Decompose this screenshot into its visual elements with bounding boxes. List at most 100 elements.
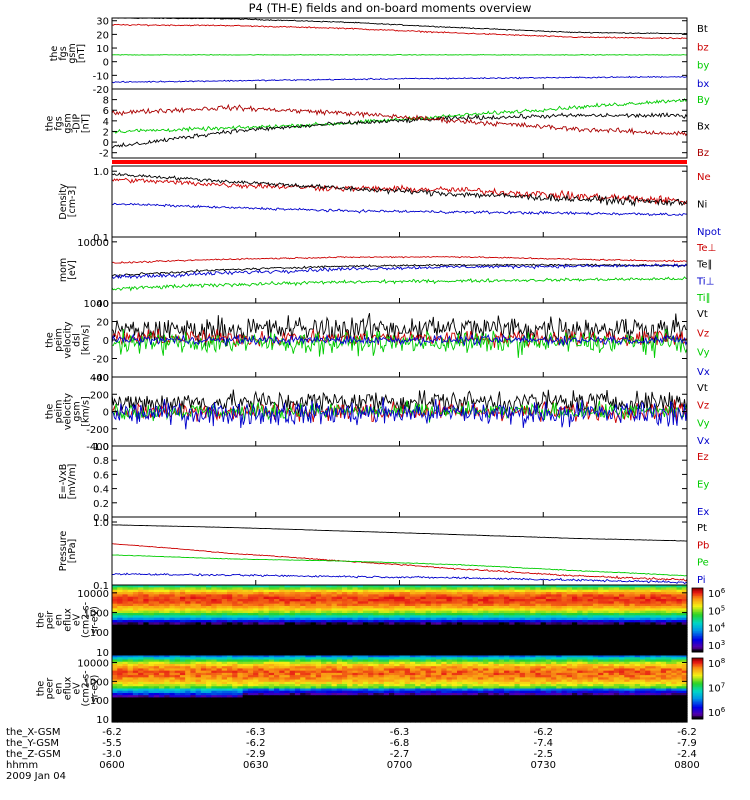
spectrogram-cell (237, 631, 244, 635)
spectrogram-cell (519, 585, 526, 588)
spectrogram-cell (436, 638, 442, 642)
spectrogram-cell (211, 681, 218, 685)
spectrogram-cell (284, 601, 291, 605)
spectrogram-cell (263, 608, 270, 612)
colorbar-swatch (692, 632, 703, 635)
spectrogram-cell (326, 695, 333, 699)
spectrogram-cell (310, 610, 317, 614)
spectrogram-cell (592, 613, 599, 616)
spectrogram-cell (671, 601, 678, 605)
spectrogram-cell (174, 699, 181, 703)
spectrogram-cell (132, 641, 139, 644)
colorbar-swatch (692, 621, 703, 624)
spectrogram-cell (179, 695, 186, 699)
spectrogram-cell (305, 686, 312, 690)
spectrogram-cell (179, 594, 186, 598)
spectrogram-cell (451, 608, 458, 612)
spectrogram-cell (566, 641, 573, 644)
spectrogram-cell (227, 715, 233, 719)
spectrogram-cell (174, 679, 181, 683)
spectrogram-cell (169, 613, 176, 616)
legend-Te∥: Te∥ (696, 260, 713, 271)
legend-Ex: Ex (697, 507, 709, 518)
spectrogram-cell (294, 613, 301, 616)
spectrogram-cell (446, 631, 453, 635)
spectrogram-cell (493, 606, 500, 609)
spectrogram-cell (373, 587, 380, 591)
y-axis-label: sr-eV) (90, 606, 101, 634)
spectrogram-cell (519, 606, 526, 609)
spectrogram-cell (420, 629, 427, 633)
spectrogram-cell (399, 615, 406, 619)
spectrogram-cell (524, 596, 531, 600)
spectrogram-cell (519, 638, 526, 642)
spectrogram-cell (666, 622, 672, 626)
spectrogram-cell (373, 617, 380, 621)
spectrogram-cell (164, 634, 171, 637)
spectrogram-cell (592, 645, 599, 649)
spectrogram-cell (310, 681, 317, 685)
spectrogram-cell (216, 596, 223, 600)
spectrogram-cell (613, 624, 620, 628)
spectrogram-cell (545, 596, 552, 600)
spectrogram-cell (195, 615, 202, 619)
spectrogram-cell (650, 606, 657, 609)
spectrogram-cell (315, 606, 322, 609)
spectrogram-cell (221, 594, 228, 598)
spectrogram-cell (425, 627, 432, 630)
spectrogram-cell (268, 622, 275, 626)
spectrogram-cell (394, 631, 401, 635)
spectrogram-cell (284, 659, 291, 663)
spectrogram-cell (321, 717, 327, 721)
spectrogram-cell (148, 659, 155, 663)
spectrogram-cell (530, 608, 537, 612)
spectrogram-cell (545, 627, 552, 630)
spectrogram-cell (441, 615, 448, 619)
spectrogram-cell (289, 599, 296, 602)
spectrogram-cell (169, 601, 176, 605)
spectrogram-cell (592, 624, 599, 628)
spectrogram-cell (420, 608, 427, 612)
spectrogram-cell (232, 677, 239, 681)
spectrogram-cell (164, 599, 171, 602)
spectrogram-cell (195, 585, 202, 588)
spectrogram-cell (451, 596, 458, 600)
spectrogram-cell (603, 613, 610, 616)
spectrogram-cell (300, 686, 307, 690)
spectrogram-cell (430, 594, 437, 598)
spectrogram-cell (436, 634, 442, 637)
legend-Ne: Ne (697, 172, 711, 183)
spectrogram-cell (509, 615, 516, 619)
spectrogram-cell (326, 661, 333, 665)
spectrogram-cell (556, 620, 563, 623)
spectrogram-cell (132, 670, 139, 674)
spectrogram-cell (169, 606, 176, 609)
spectrogram-cell (274, 704, 280, 707)
spectrogram-cell (331, 636, 338, 640)
spectrogram-cell (247, 643, 254, 647)
spectrogram-cell (148, 697, 155, 701)
spectrogram-cell (242, 638, 249, 642)
spectrogram-cell (498, 643, 505, 647)
spectrogram-cell (409, 650, 416, 654)
spectrogram-cell (399, 650, 406, 654)
spectrogram-cell (112, 677, 118, 681)
spectrogram-cell (524, 613, 531, 616)
legend-Bx: Bx (697, 122, 710, 133)
spectrogram-cell (540, 585, 547, 588)
spectrogram-cell (462, 601, 469, 605)
spectrogram-cell (639, 592, 646, 595)
spectrogram-cell (253, 695, 259, 699)
spectrogram-cell (289, 629, 296, 633)
spectrogram-cell (153, 634, 160, 637)
spectrogram-cell (138, 622, 144, 626)
spectrogram-cell (477, 617, 484, 621)
spectrogram-cell (117, 634, 124, 637)
spectrogram-cell (671, 624, 678, 628)
spectrogram-cell (253, 622, 259, 626)
spectrogram-cell (425, 603, 432, 607)
spectrogram-cell (185, 684, 192, 687)
spectrogram-cell (315, 627, 322, 630)
spectrogram-cell (613, 648, 620, 651)
spectrogram-cell (399, 617, 406, 621)
